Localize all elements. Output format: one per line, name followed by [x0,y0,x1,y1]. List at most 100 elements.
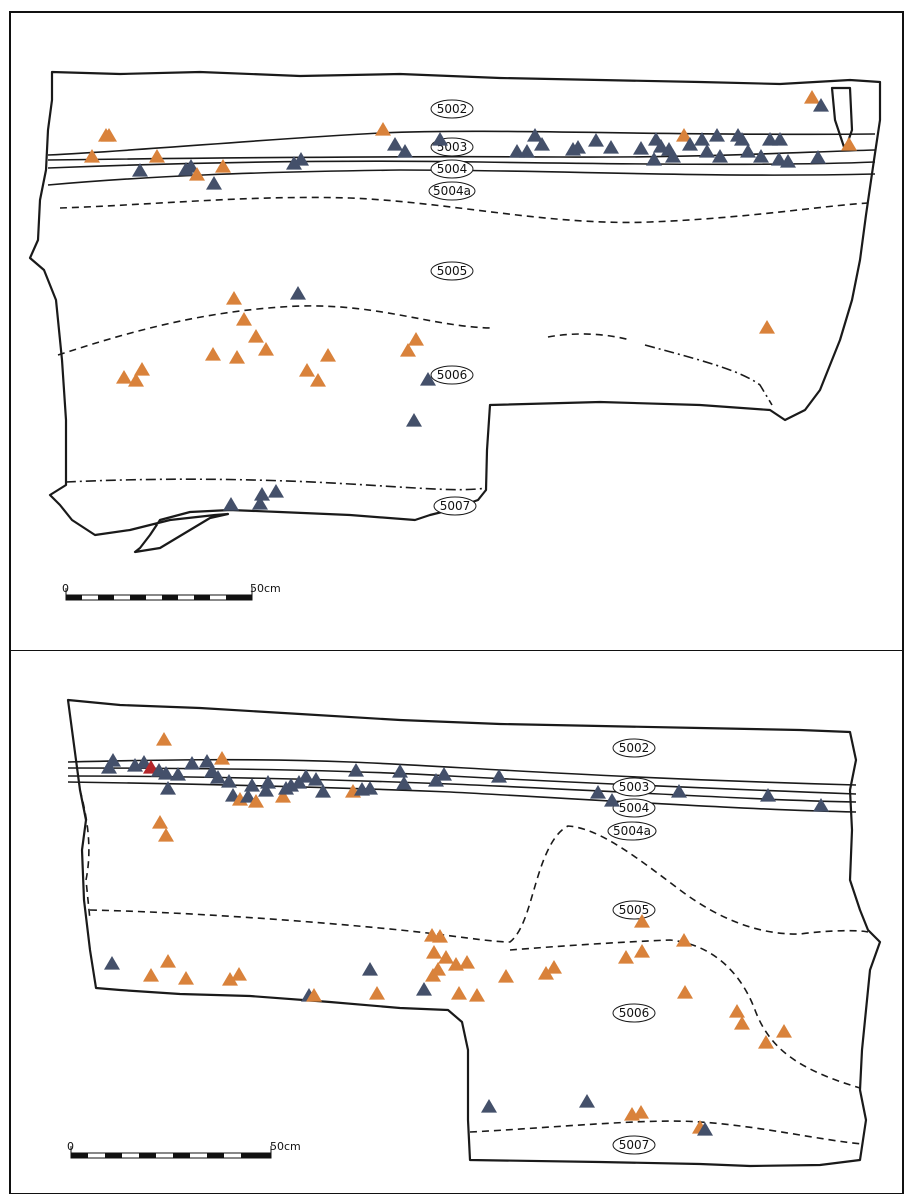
find-marker-blue [387,137,403,151]
find-marker-orange [633,1105,649,1119]
find-marker-blue [682,137,698,151]
find-marker-orange [160,954,176,968]
svg-text:5004: 5004 [437,162,468,176]
find-marker-blue [519,144,535,158]
find-marker-blue [813,798,829,812]
section-outline [28,70,882,554]
find-marker-blue [697,1122,713,1136]
boundary-5003-lower [67,767,857,795]
find-marker-orange [677,985,693,999]
find-marker-blue [753,149,769,163]
svg-text:5005: 5005 [619,903,650,917]
find-marker-blue [534,137,550,151]
boundary-5003-upper [67,758,857,786]
layer-label: 5005 [430,261,474,281]
find-marker-orange [804,90,820,104]
find-markers-top [84,90,857,511]
find-marker-blue [740,144,756,158]
find-marker-orange [451,986,467,1000]
section-drawing-bottom-svg: 5002 5003 5004 5004a 5005 5006 5007 [9,650,904,1194]
find-marker-blue [432,132,448,146]
find-marker-orange [205,347,221,361]
boundary-5004 [47,160,876,169]
find-marker-blue [813,98,829,112]
find-marker-blue [396,776,412,790]
find-marker-blue [406,413,422,427]
find-marker-orange [128,373,144,387]
find-marker-blue [104,956,120,970]
svg-text:5006: 5006 [437,368,468,382]
find-marker-blue [206,176,222,190]
find-marker-blue [252,496,268,510]
find-marker-blue [308,772,324,786]
boundary-left-edge [79,789,91,921]
find-marker-blue [362,962,378,976]
find-marker-blue [527,128,543,142]
svg-text:5004: 5004 [619,801,650,815]
find-marker-orange [84,149,100,163]
svg-text:5006: 5006 [619,1006,650,1020]
find-marker-orange [776,1024,792,1038]
find-marker-orange [222,972,238,986]
find-marker-blue [254,487,270,501]
find-marker-blue [315,784,331,798]
find-marker-blue [184,756,200,770]
boundary-5004a [67,781,857,813]
scale-end-label: 50cm [250,582,281,595]
find-marker-orange [546,960,562,974]
find-marker-orange [618,950,634,964]
find-marker-blue [772,132,788,146]
find-marker-orange [729,1004,745,1018]
find-marker-blue [132,163,148,177]
boundary-5003-upper [47,130,876,156]
boundary-5007 [469,1120,863,1145]
find-marker-blue [603,140,619,154]
find-marker-orange [369,986,385,1000]
find-marker-blue [244,778,260,792]
find-marker-orange [759,320,775,334]
find-marker-orange [841,137,857,151]
svg-text:5007: 5007 [440,499,471,513]
boundary-5006-right [644,344,773,406]
boundary-5006 [509,939,861,1089]
find-marker-blue [362,781,378,795]
scale-bar: 0 50cm [67,1140,301,1159]
find-marker-blue [760,788,776,802]
section-drawing-bottom: 5002 5003 5004 5004a 5005 5006 5007 [0,650,905,1194]
find-marker-blue [780,154,796,168]
find-marker-orange [430,962,446,976]
layer-label: 5007 [612,1135,656,1155]
panel-frame [9,650,904,1194]
find-marker-blue [170,767,186,781]
find-marker-orange [310,373,326,387]
find-marker-orange [676,128,692,142]
layer-label: 5002 [430,99,474,119]
find-marker-blue [699,144,715,158]
find-marker-orange [320,348,336,362]
find-marker-orange [231,967,247,981]
svg-text:5002: 5002 [619,741,650,755]
find-marker-orange [236,312,252,326]
layer-label: 5004 [612,798,656,818]
find-marker-orange [143,968,159,982]
find-marker-blue [771,152,787,166]
boundary-5006-left [57,305,491,356]
svg-text:5004a: 5004a [433,184,471,198]
find-marker-blue [570,140,586,154]
find-marker-orange [248,794,264,808]
svg-text:5002: 5002 [437,102,468,116]
find-marker-blue [481,1099,497,1113]
find-marker-blue [298,769,314,783]
find-marker-orange [734,1016,750,1030]
layer-label: 5004 [430,159,474,179]
find-marker-blue [436,767,452,781]
find-marker-blue [293,152,309,166]
find-marker-orange [676,933,692,947]
section-drawing-top-svg: 5002 5003 5004 5004a 5005 5006 5007 [9,11,904,650]
find-marker-blue [579,1094,595,1108]
scale-start-label: 0 [62,582,69,595]
find-marker-orange [152,815,168,829]
find-marker-blue [392,764,408,778]
layer-label: 5003 [612,777,656,797]
find-marker-blue [397,144,413,158]
